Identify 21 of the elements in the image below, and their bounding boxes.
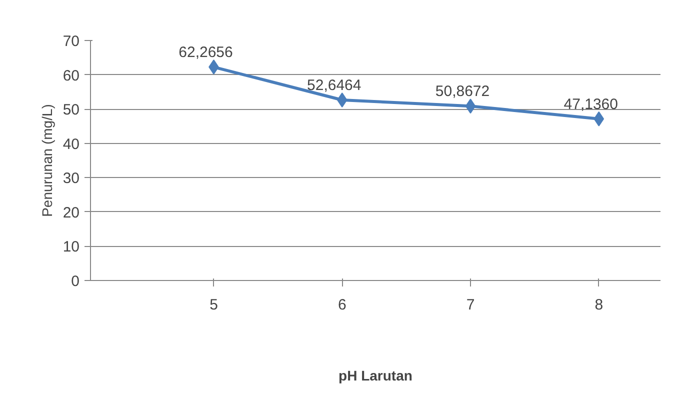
y-tick-label: 70 [62, 33, 80, 50]
x-tick-label: 7 [466, 296, 475, 314]
point [465, 98, 476, 114]
y-tick-label: 10 [62, 238, 80, 256]
y-tick-label: 0 [71, 273, 80, 290]
point [594, 111, 604, 126]
data-label: 62,2656 [178, 44, 233, 62]
x-tick-label: 8 [594, 296, 604, 314]
y-tick-label: 50 [62, 102, 80, 119]
data-label: 52,6464 [307, 77, 362, 94]
data-label: 50,8672 [435, 83, 490, 100]
y-axis-title: Penurunan (mg/L) [38, 104, 55, 217]
point [336, 92, 348, 108]
y-tick-label: 20 [62, 204, 80, 222]
y-tick-label: 30 [62, 170, 80, 188]
x-tick-label: 6 [338, 296, 346, 314]
y-tick-label: 60 [62, 67, 80, 84]
data-label: 47,1360 [564, 96, 618, 113]
x-axis-title: pH Larutan [338, 368, 412, 384]
x-tick-label: 5 [210, 296, 218, 314]
y-tick-label: 40 [62, 136, 80, 153]
